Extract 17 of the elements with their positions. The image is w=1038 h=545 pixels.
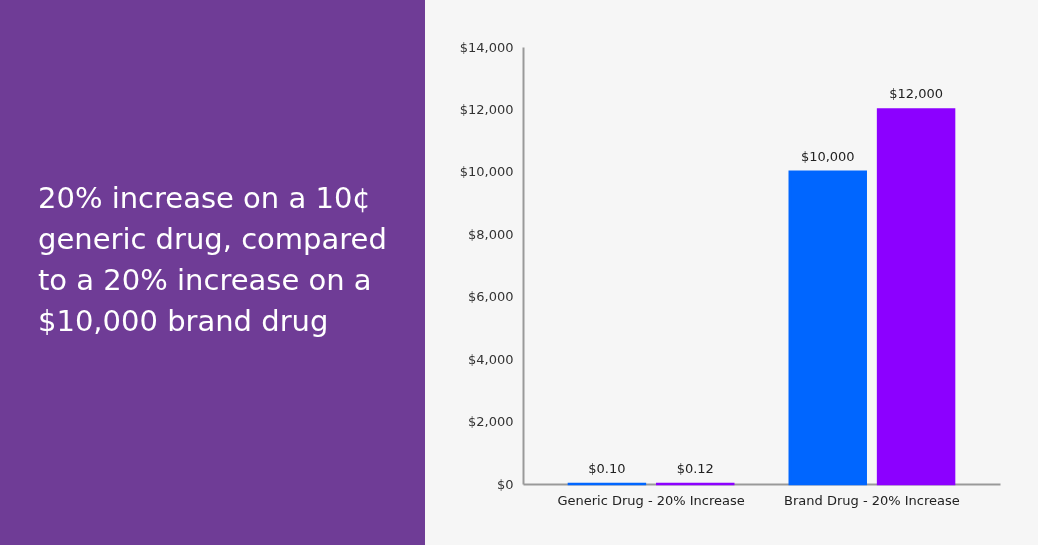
y-tick-label: $4,000 [468,351,514,367]
y-tick-label: $2,000 [468,414,514,430]
data-label: $0.10 [588,461,626,476]
data-label: $12,000 [889,86,943,102]
y-tick-label: $14,000 [459,39,514,55]
bar [876,108,956,486]
text: 20% increase on a 10¢ generic drug, compared to a 20% increase on a $10,000 brand drug [38,180,388,340]
bar [788,170,867,486]
y-tick-label: $12,000 [459,101,514,117]
y-tick-label: $10,000 [459,164,514,180]
data-label: $0.12 [676,461,714,476]
x-tick-label: Brand Drug - 20% Increase [784,492,960,508]
y-tick-label: $8,000 [468,226,514,242]
y-tick-label: $0 [496,476,514,492]
data-label: $10,000 [800,148,855,164]
x-tick-label: Generic Drug - 20% Increase [557,492,745,508]
y-tick-label: $6,000 [468,289,514,305]
